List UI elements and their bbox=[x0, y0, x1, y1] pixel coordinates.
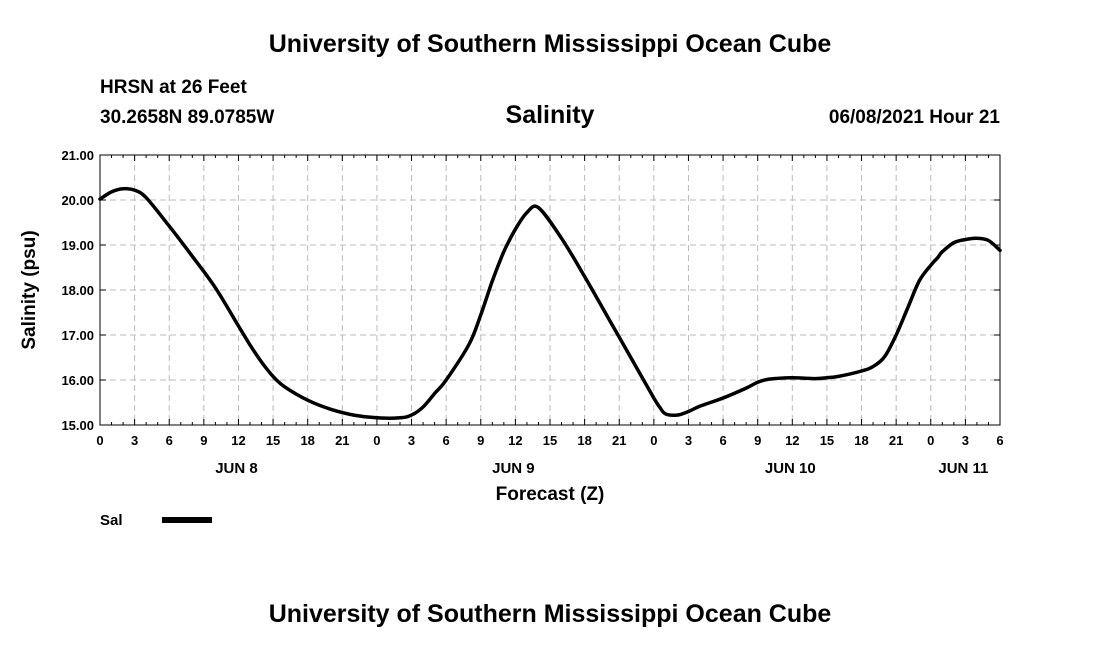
y-tick-label: 18.00 bbox=[61, 283, 94, 298]
y-tick-label: 19.00 bbox=[61, 238, 94, 253]
grid-lines bbox=[100, 155, 1000, 425]
day-labels: JUN 8 JUN 9 JUN 10 JUN 11 bbox=[215, 460, 988, 477]
x-tick-label: 9 bbox=[200, 433, 207, 448]
station-label: HRSN at 26 Feet bbox=[100, 77, 247, 98]
x-tick-label: 6 bbox=[443, 433, 450, 448]
y-axis: 15.00 16.00 17.00 18.00 19.00 20.00 21.00 bbox=[61, 148, 1000, 433]
y-tick-label: 15.00 bbox=[61, 418, 94, 433]
day-label: JUN 9 bbox=[492, 460, 535, 477]
y-tick-label: 20.00 bbox=[61, 193, 94, 208]
x-tick-label: 12 bbox=[231, 433, 245, 448]
chart-title-bottom: University of Southern Mississippi Ocean… bbox=[268, 600, 832, 628]
x-axis: 0 3 6 9 12 15 18 21 0 3 6 9 12 15 18 21 0 3 6 9 12 15 18 21 0 3 6 bbox=[96, 155, 1004, 448]
x-tick-label: 12 bbox=[785, 433, 799, 448]
x-tick-label: 3 bbox=[685, 433, 692, 448]
y-tick-label: 16.00 bbox=[61, 373, 94, 388]
x-tick-label: 18 bbox=[577, 433, 591, 448]
x-tick-label: 9 bbox=[477, 433, 484, 448]
x-tick-label: 21 bbox=[889, 433, 903, 448]
x-tick-label: 3 bbox=[962, 433, 969, 448]
x-axis-title: Forecast (Z) bbox=[496, 484, 605, 505]
coordinates-label: 30.2658N 89.0785W bbox=[100, 107, 275, 128]
series-line-sal bbox=[98, 186, 1002, 420]
x-tick-label: 15 bbox=[543, 433, 557, 448]
x-tick-label: 18 bbox=[854, 433, 868, 448]
x-tick-label: 21 bbox=[612, 433, 626, 448]
day-label: JUN 11 bbox=[938, 460, 988, 477]
x-tick-label: 6 bbox=[719, 433, 726, 448]
x-tick-label: 3 bbox=[131, 433, 138, 448]
forecast-datetime: 06/08/2021 Hour 21 bbox=[828, 107, 1000, 128]
variable-title: Salinity bbox=[505, 101, 595, 129]
x-tick-label: 3 bbox=[408, 433, 415, 448]
x-tick-label: 12 bbox=[508, 433, 522, 448]
y-tick-label: 17.00 bbox=[61, 328, 94, 343]
x-tick-label: 15 bbox=[266, 433, 280, 448]
x-tick-label: 0 bbox=[927, 433, 934, 448]
x-tick-label: 18 bbox=[300, 433, 314, 448]
x-tick-label: 6 bbox=[996, 433, 1003, 448]
day-label: JUN 10 bbox=[765, 460, 816, 477]
x-tick-label: 15 bbox=[820, 433, 834, 448]
day-label: JUN 8 bbox=[215, 460, 258, 477]
series-layer bbox=[98, 186, 1002, 420]
x-tick-label: 0 bbox=[96, 433, 103, 448]
x-tick-label: 6 bbox=[166, 433, 173, 448]
y-tick-label: 21.00 bbox=[61, 148, 94, 163]
x-tick-label: 0 bbox=[650, 433, 657, 448]
y-axis-title: Salinity (psu) bbox=[19, 230, 40, 349]
x-tick-label: 9 bbox=[754, 433, 761, 448]
legend-label: Sal bbox=[100, 512, 123, 529]
x-tick-label: 0 bbox=[373, 433, 380, 448]
x-tick-label: 21 bbox=[335, 433, 349, 448]
chart-title-top: University of Southern Mississippi Ocean… bbox=[268, 30, 832, 58]
legend: Sal bbox=[100, 512, 212, 529]
